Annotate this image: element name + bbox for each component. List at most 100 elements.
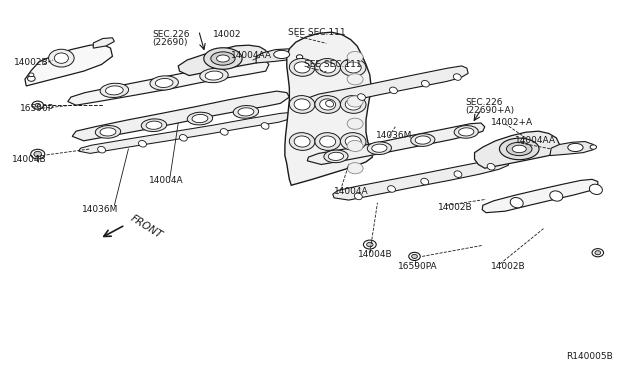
Text: 14002: 14002 [212,30,241,39]
Text: (22690): (22690) [153,38,188,48]
Ellipse shape [29,73,34,77]
Ellipse shape [106,86,124,95]
Polygon shape [550,141,593,155]
Polygon shape [25,44,113,86]
Ellipse shape [289,96,315,113]
Ellipse shape [415,136,431,144]
Ellipse shape [294,136,310,147]
Ellipse shape [421,80,429,87]
Text: 14004AA: 14004AA [230,51,271,60]
Ellipse shape [364,240,376,249]
Text: 14036M: 14036M [376,131,413,140]
Ellipse shape [499,138,539,160]
Ellipse shape [49,49,74,67]
Ellipse shape [54,53,68,63]
Polygon shape [285,32,372,185]
Ellipse shape [146,121,162,129]
Ellipse shape [345,136,361,147]
Ellipse shape [211,52,235,65]
Ellipse shape [453,74,461,80]
Ellipse shape [296,55,303,59]
Ellipse shape [367,242,373,247]
Text: 14002B: 14002B [438,203,473,212]
Polygon shape [79,113,293,153]
Text: FRONT: FRONT [129,213,164,240]
Text: 14002B: 14002B [13,58,48,67]
Ellipse shape [179,135,188,141]
Ellipse shape [347,51,363,62]
Ellipse shape [454,171,462,177]
Ellipse shape [315,96,340,113]
Ellipse shape [315,58,340,76]
Ellipse shape [294,99,310,110]
Ellipse shape [347,163,363,174]
Ellipse shape [31,149,45,159]
Ellipse shape [324,150,348,163]
Polygon shape [474,131,559,168]
Ellipse shape [388,186,396,192]
Ellipse shape [95,125,121,138]
Ellipse shape [289,58,315,76]
Text: 14002B: 14002B [491,262,526,270]
Ellipse shape [294,62,310,73]
Ellipse shape [459,128,474,136]
Polygon shape [68,60,269,105]
Ellipse shape [340,96,366,113]
Ellipse shape [156,78,173,87]
Ellipse shape [506,142,532,155]
Ellipse shape [592,248,604,257]
Ellipse shape [274,50,290,58]
Ellipse shape [100,83,129,97]
Ellipse shape [568,143,583,151]
Ellipse shape [372,144,387,152]
Ellipse shape [100,128,116,136]
Ellipse shape [204,48,242,69]
Ellipse shape [390,87,397,94]
Text: 14004B: 14004B [358,250,393,259]
Text: SEC.226: SEC.226 [153,30,190,39]
Text: (22690+A): (22690+A) [466,106,515,115]
Ellipse shape [420,178,429,185]
Ellipse shape [589,184,602,195]
Ellipse shape [319,136,335,147]
Ellipse shape [315,133,340,150]
Ellipse shape [345,62,361,73]
Ellipse shape [35,103,40,107]
Ellipse shape [347,96,363,107]
Text: R140005B: R140005B [566,352,612,361]
Text: 14004A: 14004A [334,187,369,196]
Ellipse shape [340,58,366,76]
Ellipse shape [216,55,229,62]
Ellipse shape [138,141,147,147]
Ellipse shape [34,151,42,157]
Ellipse shape [487,163,495,170]
Ellipse shape [28,76,35,81]
Ellipse shape [328,152,344,160]
Ellipse shape [289,133,315,150]
Ellipse shape [345,99,361,110]
Polygon shape [93,38,115,48]
Ellipse shape [367,142,392,154]
Ellipse shape [319,99,335,110]
Ellipse shape [319,62,335,73]
Ellipse shape [238,108,254,116]
Polygon shape [178,45,268,76]
Polygon shape [256,49,296,63]
Text: SEC.226: SEC.226 [466,98,503,107]
Ellipse shape [590,145,596,149]
Ellipse shape [550,191,563,201]
Ellipse shape [233,106,259,118]
Text: SEE SEC.111: SEE SEC.111 [304,60,362,69]
Ellipse shape [358,94,365,100]
Text: 14004A: 14004A [149,176,184,185]
Text: 14004B: 14004B [12,155,47,164]
Ellipse shape [205,71,223,80]
Ellipse shape [326,100,333,107]
Text: 14004AA: 14004AA [515,135,556,145]
Ellipse shape [412,254,417,259]
Ellipse shape [347,74,363,85]
Text: 14002+A: 14002+A [491,119,533,128]
Ellipse shape [141,119,166,132]
Ellipse shape [200,68,228,83]
Ellipse shape [220,129,228,135]
